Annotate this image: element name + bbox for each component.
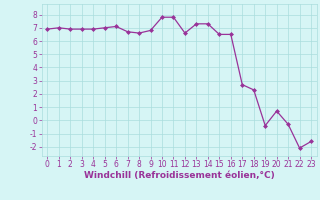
X-axis label: Windchill (Refroidissement éolien,°C): Windchill (Refroidissement éolien,°C): [84, 171, 275, 180]
